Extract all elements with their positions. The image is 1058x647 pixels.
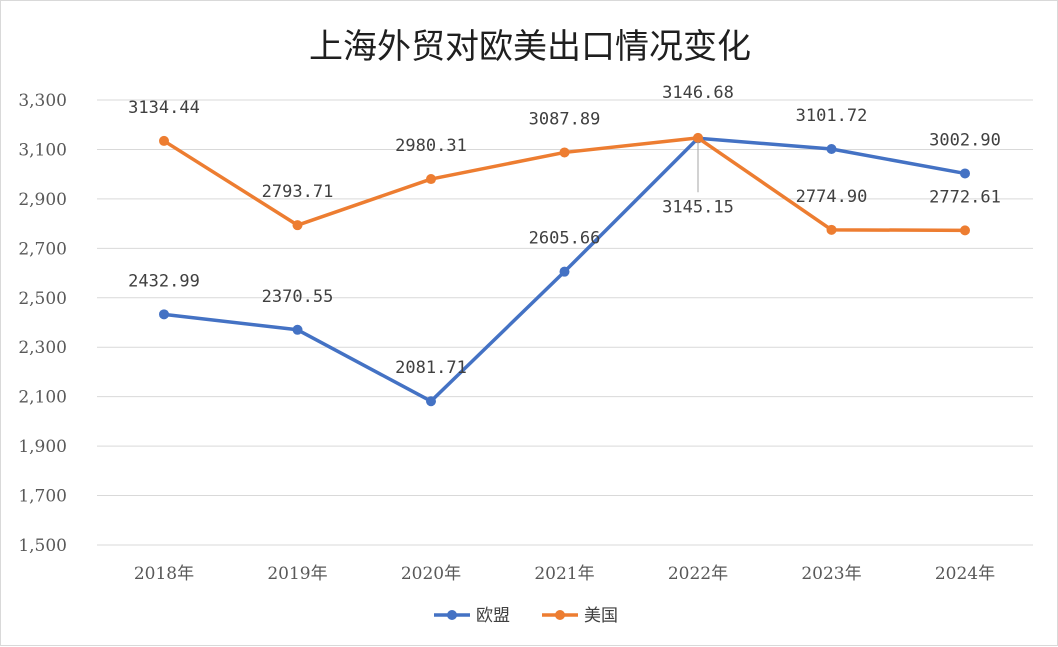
chart-title: 上海外贸对欧美出口情况变化 (309, 27, 751, 67)
data-label: 2081.71 (395, 358, 467, 378)
x-axis-tick-labels: 2018年 2019年 2020年 2021年 2022年 2023年 2024年 (134, 564, 995, 584)
data-label: 3002.90 (929, 130, 1001, 150)
y-tick-label: 2,300 (18, 338, 67, 358)
data-point (693, 132, 703, 143)
x-tick-label: 2019年 (267, 564, 327, 584)
y-tick-label: 1,500 (18, 536, 67, 556)
data-label: 3145.15 (662, 197, 734, 217)
data-label: 3134.44 (128, 98, 200, 118)
legend-marker-1 (555, 610, 565, 620)
data-point (559, 266, 570, 277)
y-tick-label: 3,300 (18, 91, 67, 111)
y-tick-label: 2,900 (18, 190, 67, 210)
data-point (960, 168, 970, 179)
legend-marker-0 (447, 610, 457, 620)
data-label: 2980.31 (395, 136, 467, 156)
x-tick-label: 2020年 (401, 564, 461, 584)
data-label: 3101.72 (796, 106, 868, 126)
x-tick-label: 2021年 (534, 564, 594, 584)
data-label: 2772.61 (929, 187, 1001, 207)
legend: 欧盟 美国 (434, 606, 618, 626)
x-tick-label: 2022年 (668, 564, 728, 584)
data-label: 3146.68 (662, 83, 734, 103)
y-tick-label: 2,500 (18, 289, 67, 309)
y-axis-tick-labels: 1,500 1,700 1,900 2,100 2,300 2,500 2,700 2,900… (18, 91, 67, 556)
y-tick-label: 2,100 (18, 388, 67, 408)
data-point (826, 144, 837, 155)
legend-label-1: 美国 (584, 606, 618, 626)
data-labels: 2432.99 3134.44 2370.55 2793.71 2081.71 2980.… (128, 83, 1001, 378)
y-tick-label: 1,700 (18, 487, 67, 507)
x-tick-label: 2023年 (801, 564, 861, 584)
x-tick-label: 2024年 (935, 564, 995, 584)
y-tick-label: 2,700 (18, 239, 67, 259)
data-label: 2774.90 (796, 187, 868, 207)
data-point (159, 135, 169, 146)
y-tick-label: 3,100 (18, 140, 67, 160)
data-point (559, 147, 570, 158)
y-tick-label: 1,900 (18, 437, 67, 457)
data-point (960, 225, 970, 236)
data-point (292, 324, 303, 335)
data-label: 2793.71 (262, 182, 334, 202)
series-lines (159, 132, 970, 407)
data-point (826, 224, 837, 235)
data-point (426, 396, 436, 407)
data-label: 2605.66 (529, 229, 601, 249)
data-point (292, 220, 303, 231)
data-label: 2370.55 (262, 287, 334, 307)
data-label: 2432.99 (128, 271, 200, 291)
legend-label-0: 欧盟 (476, 606, 510, 626)
data-point (159, 309, 169, 320)
data-label: 3087.89 (529, 109, 601, 129)
x-tick-label: 2018年 (134, 564, 194, 584)
data-point (426, 174, 436, 185)
